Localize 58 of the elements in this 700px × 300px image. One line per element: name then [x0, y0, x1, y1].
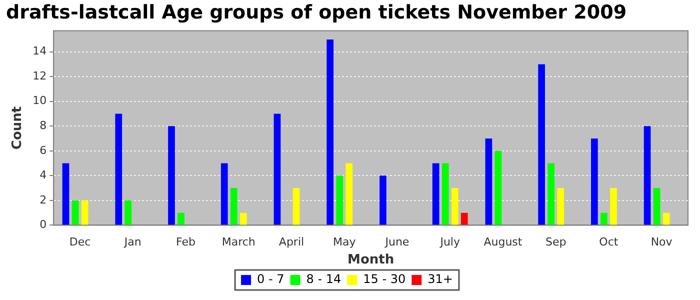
- x-tick-label: Nov: [650, 236, 673, 249]
- x-tick-label: Oct: [599, 236, 619, 249]
- bar: [346, 163, 353, 225]
- bar: [240, 212, 247, 225]
- bar: [72, 200, 79, 225]
- x-tick-label: August: [484, 236, 523, 249]
- bar: [557, 188, 564, 225]
- bar: [653, 188, 660, 225]
- bar: [168, 126, 175, 225]
- bar: [538, 64, 545, 225]
- bar: [230, 188, 238, 225]
- bar: [451, 188, 458, 225]
- bar: [460, 212, 468, 225]
- y-tick-label: 4: [40, 168, 47, 182]
- y-axis-title: Count: [10, 106, 26, 150]
- x-tick-label: March: [222, 236, 256, 249]
- x-tick-label: Dec: [69, 236, 91, 249]
- y-tick-label: 12: [32, 69, 47, 82]
- y-tick-label: 0: [40, 218, 47, 232]
- x-tick-label: April: [278, 236, 304, 249]
- bar: [124, 200, 132, 225]
- bar: [220, 163, 228, 225]
- legend-label: 0 - 7: [257, 272, 284, 286]
- y-tick-label: 10: [32, 94, 47, 108]
- x-tick-label: Feb: [176, 236, 196, 249]
- bar: [62, 163, 70, 225]
- bar: [274, 114, 281, 225]
- bar: [81, 200, 88, 225]
- bar: [115, 114, 122, 225]
- bar: [610, 188, 617, 225]
- bar: [494, 150, 502, 225]
- x-tick-label: June: [384, 236, 410, 249]
- legend-label: 8 - 14: [306, 272, 342, 286]
- bar: [380, 176, 386, 225]
- bar: [600, 212, 608, 225]
- chart-title: drafts-lastcall Age groups of open tickets November 2009: [6, 1, 627, 24]
- bar: [442, 163, 449, 225]
- bar: [292, 188, 300, 225]
- bar: [591, 138, 598, 225]
- bar: [432, 163, 440, 225]
- y-tick-label: 14: [32, 44, 47, 58]
- legend-label: 15 - 30: [363, 272, 406, 286]
- legend-label: 31+: [428, 272, 453, 286]
- y-tick-label: 6: [40, 144, 47, 157]
- x-axis-title: Month: [348, 252, 394, 268]
- x-tick-label: Jan: [123, 236, 142, 249]
- bar: [662, 212, 670, 225]
- bar: [644, 126, 651, 225]
- bar: [548, 163, 554, 225]
- y-tick-label: 2: [40, 193, 47, 206]
- y-tick-label: 8: [40, 119, 47, 132]
- x-tick-label: Sep: [545, 236, 566, 249]
- bar: [485, 138, 492, 225]
- bar: [326, 39, 334, 225]
- bar: [336, 176, 344, 225]
- x-tick-label: July: [439, 236, 460, 249]
- bar: [178, 212, 184, 225]
- x-tick-label: May: [332, 236, 356, 249]
